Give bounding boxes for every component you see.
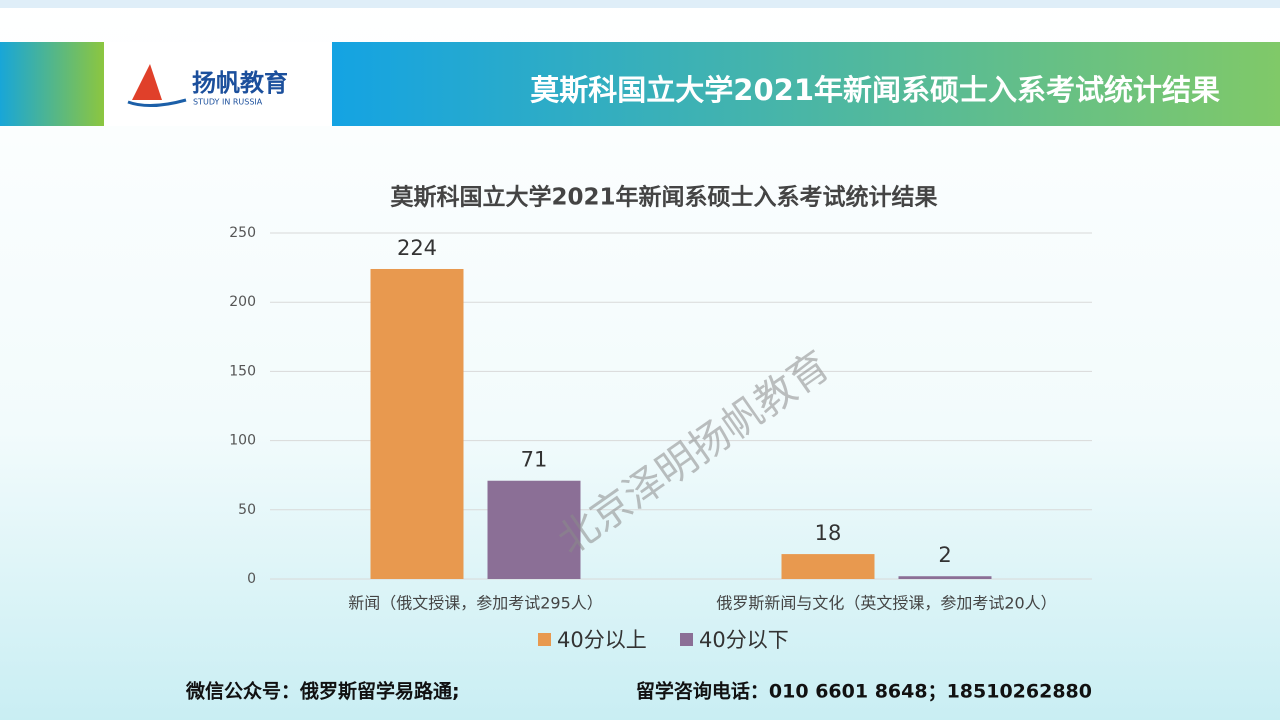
header-left — [0, 42, 104, 126]
logo-subtext: STUDY IN RUSSIA — [193, 98, 263, 107]
bar — [898, 576, 992, 579]
legend-swatch — [538, 633, 551, 646]
value-label: 71 — [521, 448, 548, 472]
y-tick-label: 200 — [229, 294, 256, 310]
legend-swatch — [680, 633, 693, 646]
y-tick-label: 100 — [229, 433, 256, 449]
value-label: 224 — [397, 236, 437, 260]
x-tick-label: 俄罗斯新闻与文化（英文授课，参加考试20人） — [716, 594, 1056, 613]
legend-label: 40分以上 — [557, 628, 647, 652]
top-strip — [0, 0, 1280, 8]
header-title: 莫斯科国立大学2021年新闻系硕士入系考试统计结果 — [530, 73, 1220, 107]
header-bar — [332, 42, 1280, 126]
x-tick-label: 新闻（俄文授课，参加考试295人） — [348, 594, 603, 613]
legend-label: 40分以下 — [699, 628, 789, 652]
y-tick-label: 0 — [247, 571, 256, 587]
bar — [370, 268, 464, 579]
y-tick-label: 250 — [229, 225, 256, 241]
footer-phone: 留学咨询电话：010 6601 8648；18510262880 — [636, 680, 1092, 703]
plot: 0 50 100 150 200 250 新闻（俄文授课，参加考试295人） 224 71 俄罗斯… — [229, 225, 1092, 652]
footer-wechat: 微信公众号：俄罗斯留学易路通; — [185, 680, 460, 703]
bar — [487, 480, 581, 579]
bar — [781, 554, 875, 579]
y-tick-label: 150 — [229, 363, 256, 379]
chart-title: 莫斯科国立大学2021年新闻系硕士入系考试统计结果 — [390, 184, 937, 211]
logo-sail — [132, 64, 162, 100]
logo-text: 扬帆教育 — [192, 69, 288, 97]
y-tick-label: 50 — [238, 502, 256, 518]
value-label: 2 — [938, 543, 951, 567]
value-label: 18 — [815, 521, 842, 545]
logo-wave — [127, 98, 187, 107]
